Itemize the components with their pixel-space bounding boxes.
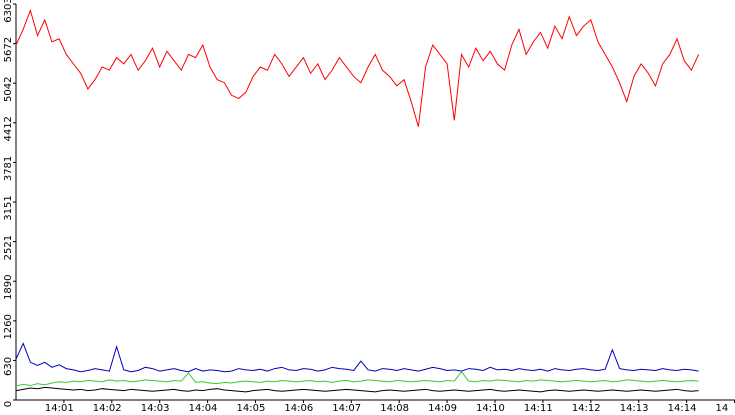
x-tick-label: 14:11 xyxy=(524,403,553,414)
y-tick-label: 4412 xyxy=(3,116,14,141)
x-tick-label: 14 xyxy=(716,403,729,414)
x-tick-label: 14:07 xyxy=(332,403,361,414)
x-tick-label: 14:05 xyxy=(237,403,266,414)
x-tick-label: 14:14 xyxy=(668,403,697,414)
series-line xyxy=(15,370,699,387)
x-tick-label: 14:08 xyxy=(380,403,409,414)
x-tick-label: 14:09 xyxy=(428,403,457,414)
x-tick-label: 14:04 xyxy=(189,403,218,414)
x-tick-label: 14:03 xyxy=(141,403,170,414)
y-tick-label: 6303 xyxy=(3,0,14,23)
y-tick-label: 5672 xyxy=(3,37,14,62)
x-tick-label: 14:10 xyxy=(476,403,505,414)
series-line xyxy=(15,342,699,373)
x-tick-label: 14:13 xyxy=(620,403,649,414)
x-tick-label: 14:02 xyxy=(93,403,122,414)
y-tick-label: 5042 xyxy=(3,76,14,101)
y-tick-label: 2521 xyxy=(3,235,14,260)
x-tick-label: 14:01 xyxy=(45,403,74,414)
series-line xyxy=(15,386,699,393)
x-tick-label: 14:12 xyxy=(572,403,601,414)
series-line xyxy=(15,8,700,127)
y-tick-label: 3781 xyxy=(3,156,14,181)
y-tick-label: 1890 xyxy=(3,275,14,300)
x-tick-label: 14:06 xyxy=(284,403,313,414)
y-tick-label: 1260 xyxy=(3,314,14,339)
y-tick-label: 630 xyxy=(3,357,14,376)
y-tick-label: 3151 xyxy=(3,195,14,220)
y-tick-label: 0 xyxy=(3,401,14,407)
